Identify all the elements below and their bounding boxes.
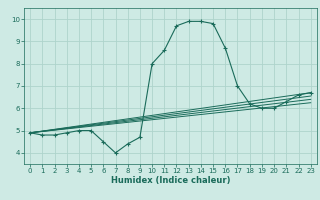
X-axis label: Humidex (Indice chaleur): Humidex (Indice chaleur) (111, 176, 230, 185)
